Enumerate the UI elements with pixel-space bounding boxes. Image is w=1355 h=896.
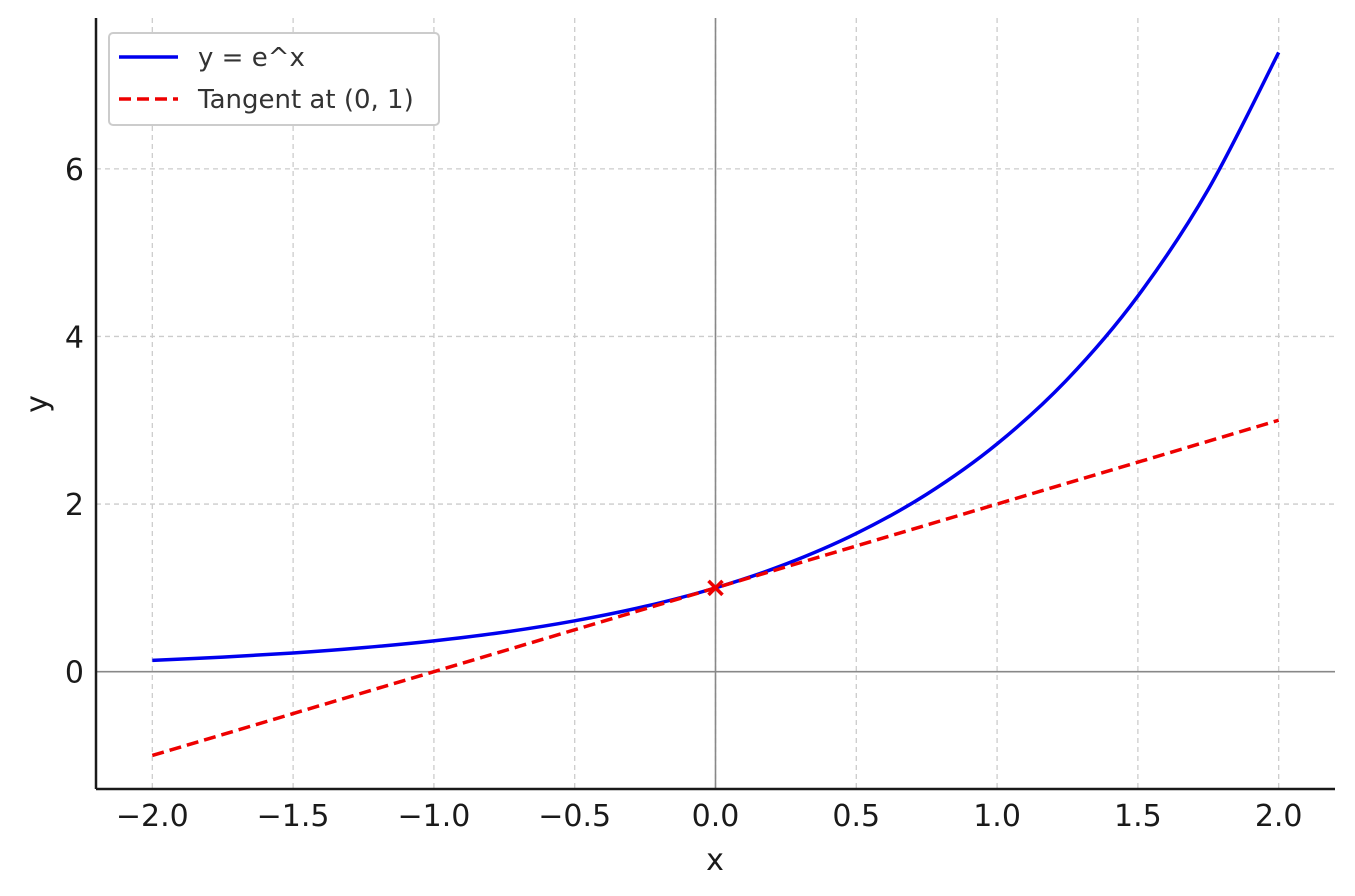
x-axis-label: x <box>706 843 724 878</box>
x-tick-label: 0.0 <box>692 799 740 834</box>
y-tick-label: 2 <box>65 488 84 523</box>
axes <box>94 18 1335 791</box>
y-axis-label: y <box>20 395 55 413</box>
y-tick-label: 6 <box>65 153 84 188</box>
y-tick-label: 0 <box>65 656 84 691</box>
tangent-point-marker <box>707 579 724 597</box>
x-tick-label: −1.5 <box>257 799 330 834</box>
x-tick-label: 1.5 <box>1114 799 1162 834</box>
x-tick-label: 2.0 <box>1255 799 1303 834</box>
legend-label-exp: y = e^x <box>198 43 305 73</box>
legend-box <box>108 32 440 126</box>
marker-layer <box>707 579 724 597</box>
legend-label-tangent: Tangent at (0, 1) <box>197 85 414 115</box>
series-line-exp <box>152 51 1281 663</box>
legend: y = e^x Tangent at (0, 1) <box>108 32 440 126</box>
x-tick-label: 1.0 <box>973 799 1021 834</box>
reference-lines <box>96 18 1335 789</box>
x-tick-label: −1.0 <box>397 799 470 834</box>
x-tick-label: 0.5 <box>832 799 880 834</box>
y-tick-label: 4 <box>65 320 84 355</box>
x-tick-label: −2.0 <box>116 799 189 834</box>
tick-labels: −2.0 −1.5 −1.0 −0.5 0.0 0.5 1.0 1.5 2.0 0 2 4 6 <box>65 153 1303 834</box>
x-tick-label: −0.5 <box>538 799 611 834</box>
